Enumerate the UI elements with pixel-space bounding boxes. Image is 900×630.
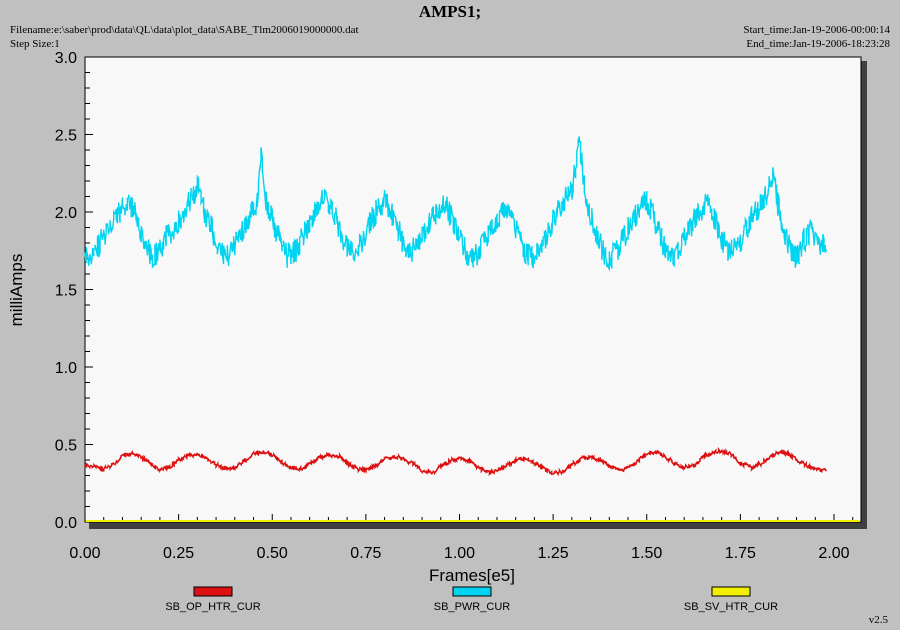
x-axis-label: Frames[e5] xyxy=(429,566,515,585)
end-time-label: End_time:Jan-19-2006-18:23:28 xyxy=(746,38,890,50)
x-tick-label: 1.25 xyxy=(538,545,569,562)
series-line-sb-pwr-cur xyxy=(84,136,828,272)
plot-area xyxy=(84,56,862,523)
y-tick-label: 1.0 xyxy=(55,360,77,377)
y-tick-label: 2.5 xyxy=(55,128,77,145)
y-tick-label: 0.5 xyxy=(55,438,77,455)
step-size-label: Step Size:1 xyxy=(10,38,60,50)
x-tick-label: 2.00 xyxy=(818,545,849,562)
chart-title: AMPS1; xyxy=(418,2,482,21)
x-tick-label: 1.75 xyxy=(725,545,756,562)
series-line-sb-op-htr-cur xyxy=(84,446,828,477)
x-tick-label: 0.75 xyxy=(350,545,381,562)
legend: SB_OP_HTR_CUR SB_PWR_CUR SB_SV_HTR_CUR xyxy=(165,586,778,613)
x-tick-labels: 0.00 0.25 0.50 0.75 1.00 1.25 1.50 1.75 2.00 xyxy=(69,545,849,562)
x-tick-label: 0.00 xyxy=(69,545,100,562)
legend-swatch xyxy=(193,586,233,597)
filename-label: Filename:e:\saber\prod\data\QL\data\plot… xyxy=(10,24,359,36)
y-tick-label: 2.0 xyxy=(55,205,77,222)
legend-label: SB_OP_HTR_CUR xyxy=(165,601,260,613)
y-tick-label: 3.0 xyxy=(55,50,77,67)
y-tick-label: 1.5 xyxy=(55,283,77,300)
x-tick-label: 0.25 xyxy=(163,545,194,562)
series-layer xyxy=(84,136,860,522)
x-tick-label: 0.50 xyxy=(257,545,288,562)
legend-label: SB_SV_HTR_CUR xyxy=(684,601,778,613)
y-tick-label: 0.0 xyxy=(55,515,77,532)
legend-label: SB_PWR_CUR xyxy=(434,601,510,613)
legend-swatch xyxy=(711,586,751,597)
x-tick-label: 1.50 xyxy=(631,545,662,562)
y-axis-label: milliAmps xyxy=(7,254,26,327)
y-tick-labels: 0.0 0.5 1.0 1.5 2.0 2.5 3.0 xyxy=(55,50,77,532)
x-tick-label: 1.00 xyxy=(444,545,475,562)
version-label: v2.5 xyxy=(868,614,888,626)
start-time-label: Start_time:Jan-19-2006-00:00:14 xyxy=(743,24,890,36)
legend-swatch xyxy=(452,586,492,597)
